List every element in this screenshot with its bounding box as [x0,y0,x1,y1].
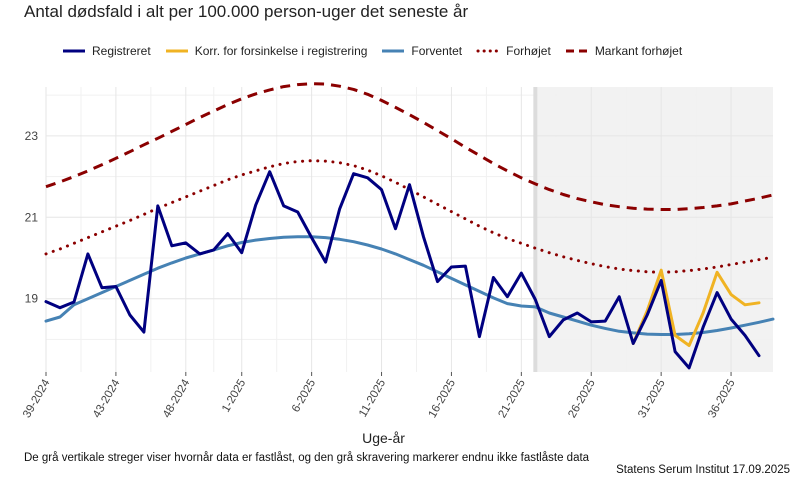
x-tick-label: 16-2025 [427,378,459,421]
legend-item-korrigeret: Korr. for forsinkelse i registrering [165,44,368,58]
legend-item-registreret: Registreret [62,44,151,58]
series-markant-forhoejet [45,82,774,211]
y-tick-label: 21 [25,210,39,224]
legend-label-markant-forhoejet: Markant forhøjet [594,44,683,58]
unlocked-data-shading [535,87,773,372]
series-korrigeret [631,268,761,347]
legend-label-forventet: Forventet [411,44,463,58]
legend-swatch-forventet [382,49,405,53]
x-tick-label: 31-2025 [636,378,668,421]
x-tick-label: 6-2025 [290,378,318,415]
x-tick-label: 36-2025 [706,378,738,421]
x-tick-label: 48-2024 [161,377,193,420]
legend-swatch-korrigeret [165,49,188,53]
legend-label-forhoejet: Forhøjet [506,44,551,58]
chart-legend: Registreret Korr. for forsinkelse i regi… [62,42,696,60]
legend-label-registreret: Registreret [92,44,151,58]
source-credit: Statens Serum Institut 17.09.2025 [616,464,790,476]
x-tick-label: 26-2025 [566,378,598,421]
x-tick-label: 39-2024 [21,377,53,420]
legend-swatch-markant-forhoejet [565,49,588,53]
legend-item-forhoejet: Forhøjet [476,44,551,58]
legend-item-markant-forhoejet: Markant forhøjet [565,44,682,58]
x-tick-label: 21-2025 [496,378,528,421]
y-tick-label: 23 [25,129,39,143]
series-forventet [44,235,775,336]
legend-swatch-registreret [63,49,85,53]
x-axis-title: Uge-år [362,430,405,446]
footnote: De grå vertikale streger viser hvornår d… [24,452,590,464]
x-tick-label: 43-2024 [91,377,123,420]
y-tick-label: 19 [25,292,39,306]
x-tick-label: 11-2025 [357,378,388,420]
legend-label-korrigeret: Korr. for forsinkelse i registrering [194,44,368,58]
legend-item-forventet: Forventet [381,44,462,58]
legend-swatch-forhoejet [476,49,501,53]
chart-title: Antal dødsfald i alt per 100.000 person-… [24,2,469,21]
x-tick-label: 1-2025 [220,378,248,415]
series-registreret [44,170,761,370]
